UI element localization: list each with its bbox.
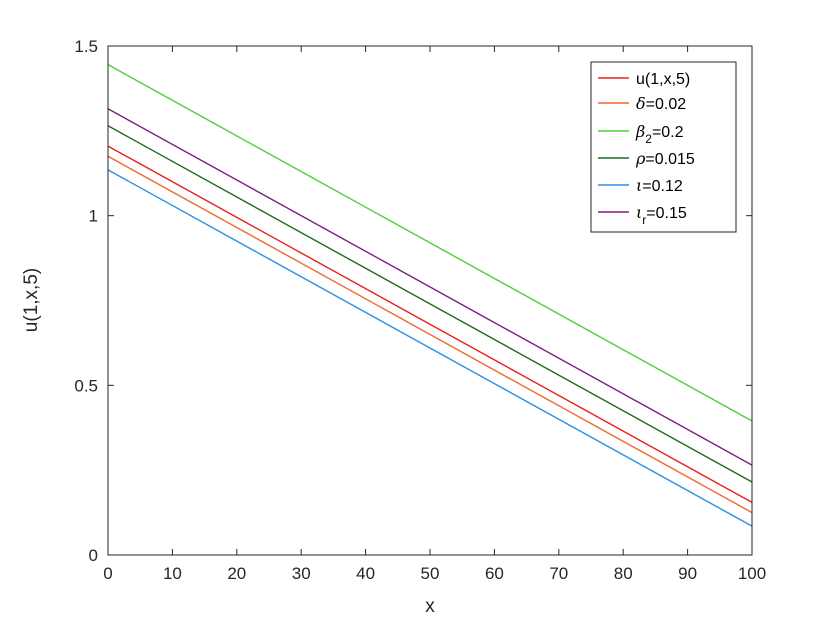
x-tick-label: 20 [227, 564, 246, 583]
x-tick-label: 70 [549, 564, 568, 583]
series-line-5 [107, 108, 753, 466]
y-tick-label: 1.5 [74, 37, 98, 56]
axes-layer: 0 10 20 30 40 50 60 70 80 90 100 0 0.5 1 1.5 [74, 37, 766, 583]
x-tick-label: 80 [614, 564, 633, 583]
x-tick-label: 0 [103, 564, 112, 583]
legend-box [590, 61, 737, 233]
legend-entry-label: u(1,x,5) [636, 71, 690, 88]
y-axis-label: u(1,x,5) [21, 268, 42, 332]
legend-entry-label: ιr=0.15 [636, 203, 687, 227]
legend-entry-label: ι=0.12 [636, 176, 683, 195]
x-tick-label: 30 [292, 564, 311, 583]
x-axis-label: x [425, 596, 435, 617]
legend-entry-label: ρ=0.015 [635, 149, 695, 168]
x-tick-label: 100 [738, 564, 766, 583]
series-line-0 [107, 145, 753, 504]
y-tick-label: 0 [89, 546, 98, 565]
series-layer [107, 64, 753, 527]
y-tick-label: 1 [89, 207, 98, 226]
x-tick-label: 50 [421, 564, 440, 583]
legend-entry-label: δ=0.02 [636, 94, 686, 113]
series-line-1 [107, 155, 753, 514]
x-tick-label: 60 [485, 564, 504, 583]
x-tick-label: 40 [356, 564, 375, 583]
legend: u(1,x,5) δ=0.02 β2=0.2 ρ=0.015 ι=0.12 ιr=0.15 [590, 61, 737, 233]
x-tick-label: 90 [678, 564, 697, 583]
y-tick-label: 0.5 [74, 376, 98, 395]
legend-entry-label: β2=0.2 [635, 122, 684, 146]
series-line-2 [107, 64, 753, 422]
x-tick-label: 10 [163, 564, 182, 583]
series-line-3 [107, 125, 753, 483]
series-line-4 [107, 169, 753, 527]
